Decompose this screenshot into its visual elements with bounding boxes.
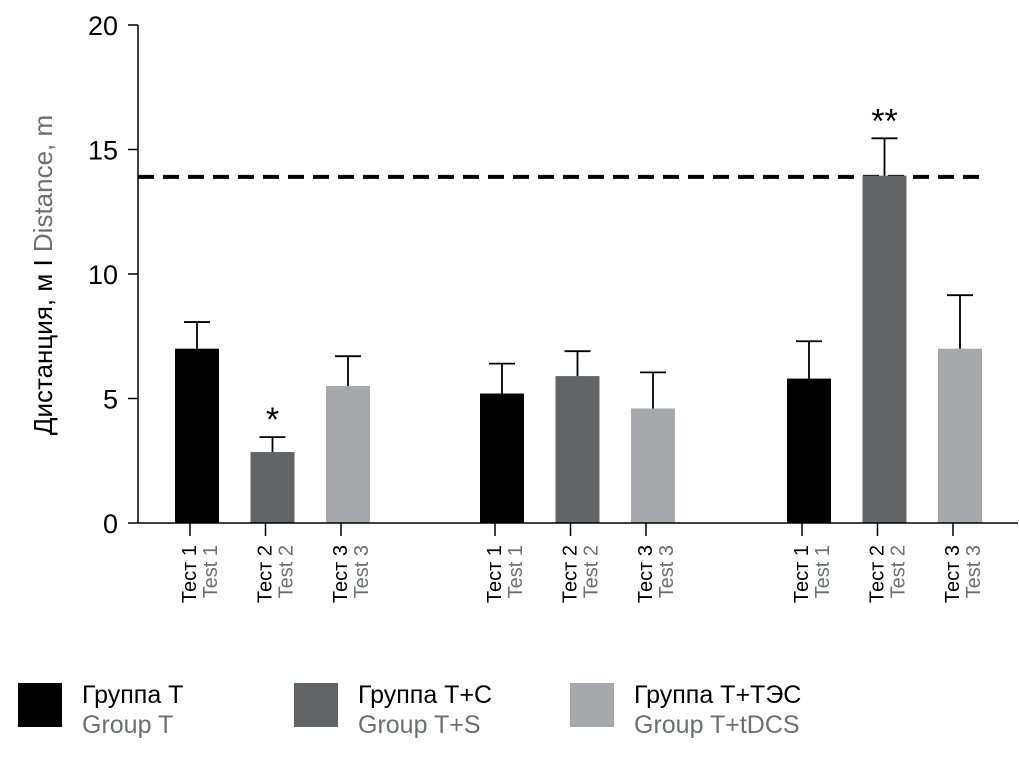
y-axis-label-en: Distance, m xyxy=(28,115,58,252)
legend-label-en: Group T+S xyxy=(358,711,481,739)
x-tick-label-ru: Тест 3 xyxy=(635,545,657,603)
y-tick-label: 15 xyxy=(88,136,118,166)
bar xyxy=(555,376,600,523)
x-tick-label-ru: Тест 3 xyxy=(330,545,352,603)
x-tick-label-en: Test 2 xyxy=(276,545,298,598)
bar xyxy=(862,175,907,523)
legend-swatch-group-t-tdcs xyxy=(570,683,614,727)
x-tick-label-ru: Тест 2 xyxy=(867,545,889,603)
significance-marker: * xyxy=(266,401,279,439)
legend-item-group-t-tdcs: Группа T+ТЭС Group T+tDCS xyxy=(570,680,801,740)
y-tick-label: 20 xyxy=(88,11,118,41)
bar xyxy=(175,348,219,523)
bars: *** xyxy=(175,102,982,523)
y-tick-label: 5 xyxy=(103,385,118,415)
y-axis: 0 5 10 15 20 xyxy=(88,11,139,539)
legend-label-ru: Группа T+ТЭС xyxy=(634,681,802,709)
x-tick-label-ru: Тест 1 xyxy=(484,545,506,603)
x-tick-label-en: Test 1 xyxy=(200,545,222,598)
legend-swatch-group-t xyxy=(18,683,62,727)
x-tick-label-en: Test 1 xyxy=(812,545,834,598)
x-tick-label-en: Test 2 xyxy=(581,545,603,598)
x-tick-label-en: Test 1 xyxy=(505,545,527,598)
x-tick-label-ru: Тест 1 xyxy=(179,545,201,603)
legend-label-ru: Группа T xyxy=(82,681,184,709)
x-tick-label-ru: Тест 2 xyxy=(255,545,277,603)
legend-label-ru: Группа T+C xyxy=(358,681,493,709)
x-axis: Тест 1 Test 1 Тест 2 Test 2 Тест 3 Test 3 Тест… xyxy=(138,522,1018,603)
bar xyxy=(326,386,370,523)
x-tick-label-en: Test 3 xyxy=(351,545,373,598)
legend-swatch-group-t-s xyxy=(294,683,338,727)
x-tick-label-ru: Тест 1 xyxy=(791,545,813,603)
legend-item-group-t: Группа T Group T xyxy=(18,680,183,740)
legend-item-group-t-s: Группа T+C Group T+S xyxy=(294,680,492,740)
bar xyxy=(938,348,982,523)
legend-label-en: Group T+tDCS xyxy=(634,711,800,739)
significance-marker: ** xyxy=(871,102,897,140)
y-tick-label: 0 xyxy=(103,509,118,539)
x-tick-label-ru: Тест 2 xyxy=(560,545,582,603)
y-axis-label: Дистанция, м I Distance, m xyxy=(28,115,58,435)
legend-label-en: Group T xyxy=(82,711,174,739)
bar xyxy=(480,393,524,523)
y-axis-label-separator: I xyxy=(28,252,58,274)
bar xyxy=(631,408,675,523)
x-tick-label-ru: Тест 3 xyxy=(942,545,964,603)
y-tick-label: 10 xyxy=(88,260,118,290)
bar xyxy=(787,378,831,523)
x-tick-label-en: Test 3 xyxy=(656,545,678,598)
x-tick-label-en: Test 3 xyxy=(963,545,985,598)
x-tick-label-en: Test 2 xyxy=(888,545,910,598)
bar xyxy=(250,452,295,523)
y-axis-label-ru: Дистанция, м xyxy=(28,274,58,435)
